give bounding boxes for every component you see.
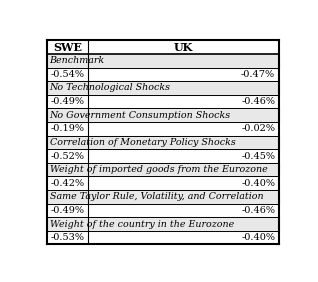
Text: -0.46%: -0.46% [241,206,275,215]
Text: -0.46%: -0.46% [241,97,275,106]
Bar [47,81,279,95]
Text: -0.45%: -0.45% [241,151,275,160]
Text: UK: UK [174,42,193,53]
Text: Weight of the country in the Eurozone: Weight of the country in the Eurozone [50,220,234,228]
Bar [47,108,279,122]
Bar [47,217,279,231]
Text: -0.40%: -0.40% [241,179,275,188]
Text: No Technological Shocks: No Technological Shocks [50,83,171,92]
Bar [47,136,279,149]
Text: -0.54%: -0.54% [51,70,85,79]
Text: -0.49%: -0.49% [51,206,85,215]
Text: Same Taylor Rule, Volatility, and Correlation: Same Taylor Rule, Volatility, and Correl… [50,192,263,201]
Text: Benchmark: Benchmark [50,56,105,65]
Text: No Government Consumption Shocks: No Government Consumption Shocks [50,111,231,120]
Text: Weight of imported goods from the Eurozone: Weight of imported goods from the Eurozo… [50,165,267,174]
Text: -0.53%: -0.53% [51,233,85,242]
Text: -0.02%: -0.02% [241,124,275,133]
Text: -0.47%: -0.47% [241,70,275,79]
Text: -0.52%: -0.52% [51,151,85,160]
Text: -0.40%: -0.40% [241,233,275,242]
Text: -0.19%: -0.19% [51,124,85,133]
Bar [47,163,279,177]
Text: SWE: SWE [53,42,82,53]
Bar [47,190,279,204]
Text: -0.42%: -0.42% [51,179,85,188]
Text: Correlation of Monetary Policy Shocks: Correlation of Monetary Policy Shocks [50,138,235,147]
Bar [47,54,279,68]
Text: -0.49%: -0.49% [51,97,85,106]
